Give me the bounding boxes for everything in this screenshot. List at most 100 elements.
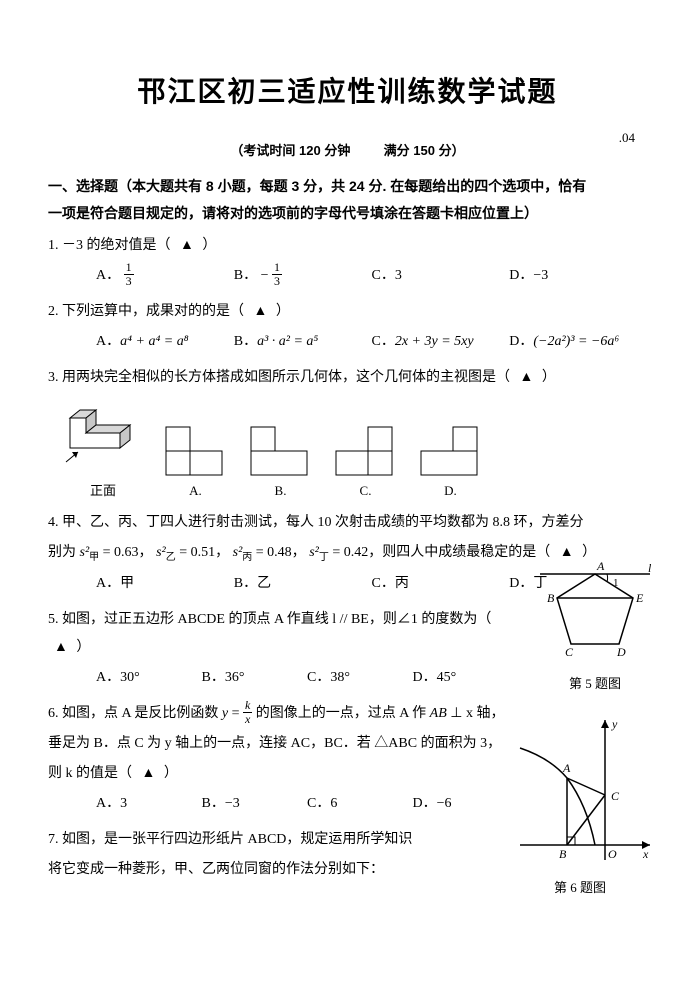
- q6-opt-c: C．6: [307, 790, 413, 818]
- q1-opt-b: B． − 13: [234, 262, 372, 290]
- q5-opt-b: B．36°: [202, 664, 308, 692]
- q6-lbl-a: A: [562, 761, 571, 775]
- page-title: 邗江区初三适应性训练数学试题: [48, 70, 647, 110]
- q3-stem-c: ）: [542, 370, 556, 385]
- q5-stem: 5. 如图，过正五边形 ABCDE 的顶点 A 作直线 l // BE，则∠1 …: [48, 606, 508, 662]
- q3-opt-b-fig: B.: [243, 419, 318, 499]
- section-line1: 一、选择题（本大题共有 8 小题，每题 3 分，共 24 分. 在每题给出的四个…: [48, 178, 586, 194]
- q6-lbl-o: O: [608, 847, 617, 861]
- exam-info: （考试时间 120 分钟 满分 150 分）: [48, 140, 647, 159]
- subtitle-time-unit: 分钟: [324, 143, 350, 158]
- q1-b-label: B．: [234, 268, 257, 283]
- q3-stem-a: 3. 用两块完全相似的长方体搭成如图所示几何体，这个几何体的主视图是（: [48, 370, 510, 385]
- q2-b-label: B．: [234, 334, 257, 349]
- q2-stem: 2. 下列运算中，成果对的的是（ ▲ ）: [48, 298, 647, 326]
- q2-c-label: C．: [372, 334, 395, 349]
- q6-l3a: 则 k 的值是（: [48, 766, 132, 781]
- q6-opt-a: A．3: [96, 790, 202, 818]
- q4-sub4: 丁: [319, 552, 329, 563]
- q3-figure-row: 正面 A. B. C. D.: [58, 398, 647, 499]
- q1-stem-c: ）: [202, 238, 216, 253]
- q3-blank: ▲: [514, 364, 539, 392]
- q3-opt-c-label: C.: [328, 483, 403, 499]
- q4-opt-b: B．乙: [234, 570, 372, 598]
- q4-s3: s²: [233, 545, 243, 560]
- q1-a-den: 3: [124, 275, 134, 288]
- q3-opt-b-label: B.: [243, 483, 318, 499]
- q5-lbl-1: 1: [613, 577, 619, 589]
- hyperbola-graph-icon: A B C O x y: [505, 710, 655, 870]
- q5-opt-c: C．38°: [307, 664, 413, 692]
- q6-caption: 第 6 题图: [505, 877, 655, 896]
- q5-opt-a: A．30°: [96, 664, 202, 692]
- q6-k: k: [245, 698, 250, 712]
- q1-stem-a: 1. －3 的绝对值是（: [48, 238, 171, 253]
- q4-s2: s²: [156, 545, 166, 560]
- q1-opt-a: A． 13: [96, 262, 234, 290]
- q7-line2: 将它变成一种菱形，甲、乙两位同窗的作法分别如下：: [48, 856, 508, 884]
- q6-stem: 6. 如图，点 A 是反比例函数 y = kx 的图像上的一点，过点 A 作 A…: [48, 700, 508, 728]
- q4-s1: s²: [80, 545, 90, 560]
- q6-lbl-c: C: [611, 789, 620, 803]
- q4-eq1: = 0.63，: [99, 545, 152, 560]
- subtitle-time-num: 120: [299, 143, 321, 158]
- view-b-icon: [243, 419, 318, 481]
- q4-opt-a: A．甲: [96, 570, 234, 598]
- q6-figure: A B C O x y 第 6 题图: [505, 710, 655, 896]
- q5-lbl-a: A: [596, 559, 605, 573]
- q3-opt-a-fig: A.: [158, 419, 233, 499]
- q5-blank: ▲: [48, 634, 73, 662]
- q5-stem-c: ）: [76, 640, 90, 655]
- section-line2: 一项是符合题目规定的，请将对的选项前的字母代号填涂在答题卡相应位置上）: [48, 205, 538, 221]
- q5-stem-a: 5. 如图，过正五边形 ABCDE 的顶点 A 作直线 l // BE，则∠1 …: [48, 612, 491, 627]
- q3-opt-a-label: A.: [158, 483, 233, 499]
- q2-a-label: A．: [96, 334, 120, 349]
- q5-lbl-l: l: [648, 561, 652, 575]
- q6-line2: 垂足为 B．点 C 为 y 轴上的一点，连接 AC，BC．若 △ABC 的面积为…: [48, 730, 508, 758]
- q4-s4: s²: [309, 545, 319, 560]
- q1-b-neg: −: [261, 268, 269, 283]
- q1-stem: 1. －3 的绝对值是（ ▲ ）: [48, 232, 647, 260]
- q2-opt-c: C．2x + 3y = 5xy: [372, 328, 510, 356]
- q4-eq4: = 0.42，则四人中成绩最稳定的是（: [329, 545, 550, 560]
- q1-options: A． 13 B． − 13 C．3 D．−3: [48, 262, 647, 290]
- q3-opt-c-fig: C.: [328, 419, 403, 499]
- view-d-icon: [413, 419, 488, 481]
- q2-stem-a: 2. 下列运算中，成果对的的是（: [48, 304, 244, 319]
- q6-l3b: ）: [164, 766, 178, 781]
- q6-opt-b: B．−3: [202, 790, 308, 818]
- q4-sub2: 乙: [166, 552, 176, 563]
- view-c-icon: [328, 419, 403, 481]
- q1-b-den: 3: [272, 275, 282, 288]
- q2-blank: ▲: [248, 298, 273, 326]
- q3-opt-d-label: D.: [413, 483, 488, 499]
- q5-opt-d: D．45°: [413, 664, 519, 692]
- q4-line1: 4. 甲、乙、丙、丁四人进行射击测试，每人 10 次射击成绩的平均数都为 8.8…: [48, 509, 647, 537]
- q3-opt-d-fig: D.: [413, 419, 488, 499]
- q2-options: A．a⁴ + a⁴ = a⁸ B．a³ · a² = a⁵ C．2x + 3y …: [48, 328, 647, 356]
- subtitle-gap: [354, 143, 380, 158]
- section-heading: 一、选择题（本大题共有 8 小题，每题 3 分，共 24 分. 在每题给出的四个…: [48, 173, 647, 226]
- q5-lbl-c: C: [565, 645, 574, 659]
- pentagon-icon: A l 1 B E C D: [535, 556, 655, 666]
- q6-opt-d: D．−6: [413, 790, 519, 818]
- q5-lbl-e: E: [635, 591, 644, 605]
- q5-options: A．30° B．36° C．38° D．45°: [48, 664, 518, 692]
- q6-lbl-x: x: [642, 847, 649, 861]
- subtitle-full-unit: 分）: [439, 143, 465, 158]
- q6-stem-b: 的图像上的一点，过点 A 作: [256, 706, 430, 721]
- q1-a-label: A．: [96, 268, 120, 283]
- q6-blank: ▲: [136, 760, 161, 788]
- q3-front-label: 正面: [58, 480, 148, 499]
- q4-eq3: = 0.48，: [252, 545, 305, 560]
- q2-c-expr: 2x + 3y = 5xy: [395, 334, 474, 349]
- q5-caption: 第 5 题图: [535, 673, 655, 692]
- q5-lbl-b: B: [547, 591, 555, 605]
- q6-lbl-b: B: [559, 847, 567, 861]
- q4-eq2: = 0.51，: [176, 545, 229, 560]
- q4-sub1: 甲: [89, 552, 99, 563]
- q1-blank: ▲: [174, 232, 199, 260]
- subtitle-full-lbl: 满分: [384, 143, 410, 158]
- q1-b-num: 1: [272, 261, 282, 275]
- solid-icon: [58, 398, 148, 478]
